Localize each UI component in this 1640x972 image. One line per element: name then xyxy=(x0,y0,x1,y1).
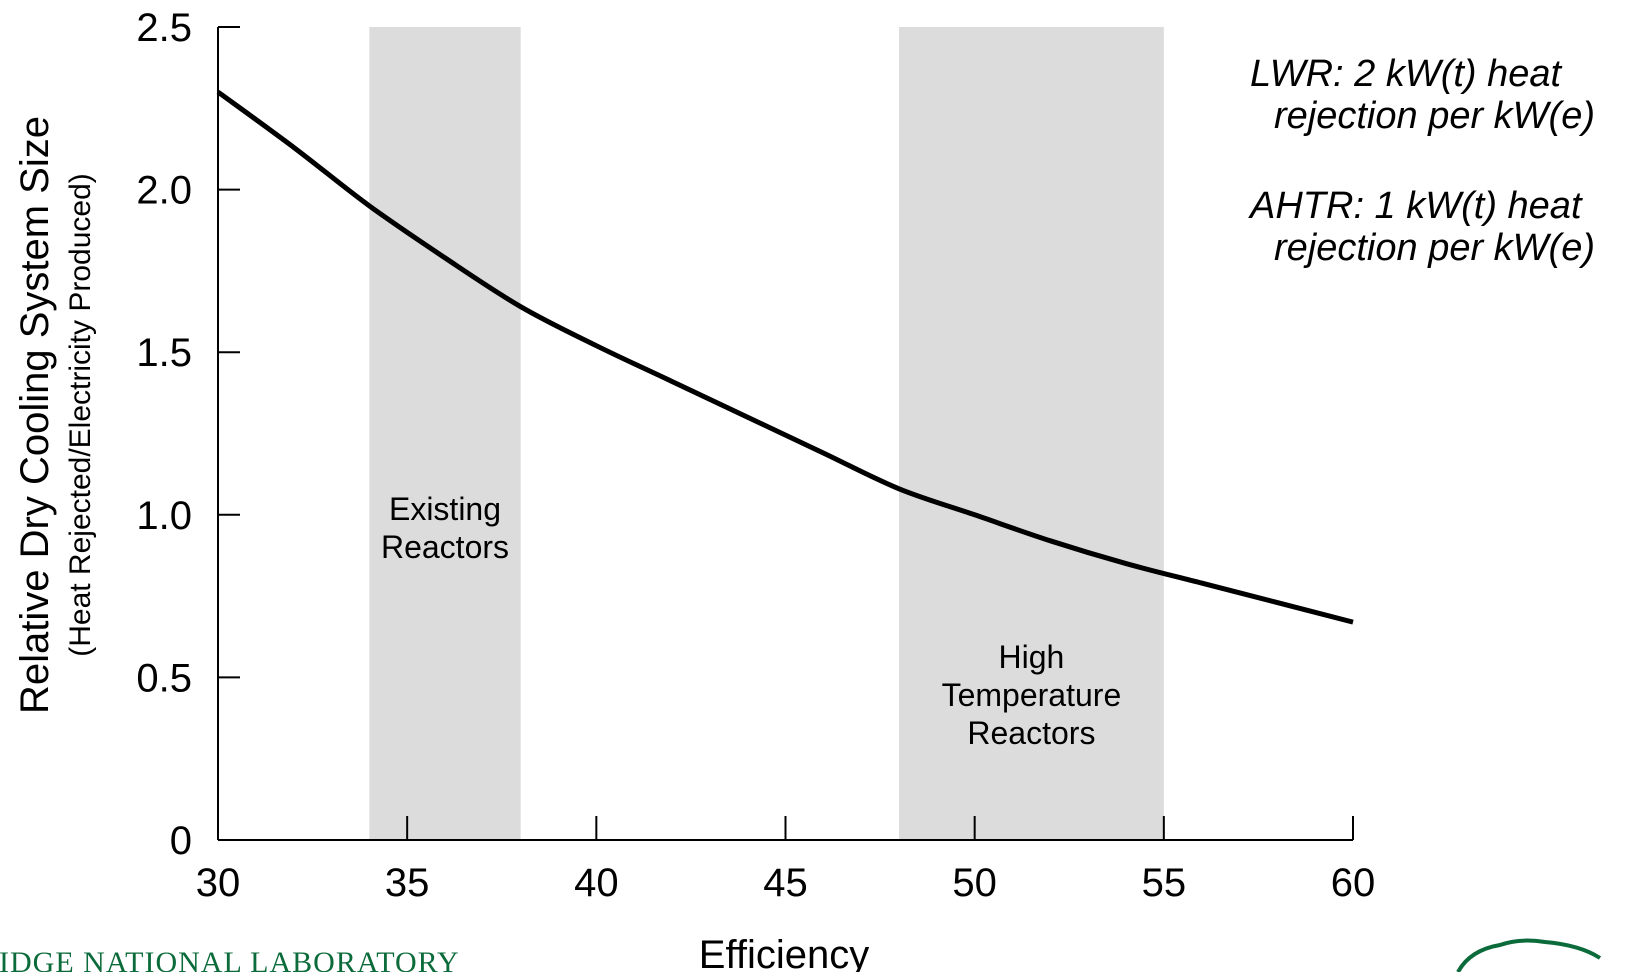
footer: RIDGE NATIONAL LABORATORY xyxy=(0,938,1602,972)
x-tick-label-40: 40 xyxy=(574,861,619,905)
x-tick-label-55: 55 xyxy=(1142,861,1187,905)
region-label-1-line-1: Existing xyxy=(389,491,501,527)
region-label-1-line-2: Reactors xyxy=(381,529,509,565)
shaded-region-1 xyxy=(369,27,521,840)
annotation-2-line-2: rejection per kW(e) xyxy=(1274,227,1595,269)
x-axis-title: Efficiency xyxy=(699,933,869,972)
region-label-2-line-3: Reactors xyxy=(967,715,1095,751)
y-tick-label-0: 0 xyxy=(170,819,192,863)
region-label-2-line-2: Temperature xyxy=(942,677,1122,713)
axes xyxy=(217,26,1354,841)
series-line-1 xyxy=(216,90,1354,625)
series-group xyxy=(216,90,1354,625)
lab-logo xyxy=(1456,938,1602,972)
y-tick-label-1.0: 1.0 xyxy=(136,494,192,538)
shaded-regions xyxy=(369,27,1164,840)
y-axis-subtitle: (Heat Rejected/Electricity Produced) xyxy=(64,173,97,657)
lab-name: RIDGE NATIONAL LABORATORY xyxy=(0,946,460,972)
annotation-1-line-1: LWR: 2 kW(t) heat xyxy=(1250,53,1563,95)
y-tick-label-2.0: 2.0 xyxy=(136,169,192,213)
x-tick-label-45: 45 xyxy=(763,861,808,905)
region-label-2-line-1: High xyxy=(999,639,1065,675)
y-axis-title: Relative Dry Cooling System Size xyxy=(13,116,57,714)
x-tick-label-60: 60 xyxy=(1331,861,1376,905)
shaded-region-2 xyxy=(899,27,1164,840)
axis-titles: Efficiency Relative Dry Cooling System S… xyxy=(13,116,869,972)
tick-labels: 30 35 40 45 50 55 60 0 0.5 1.0 1.5 2.0 2.5 xyxy=(136,6,1375,905)
y-tick-label-0.5: 0.5 xyxy=(136,656,192,700)
y-tick-label-2.5: 2.5 xyxy=(136,6,192,50)
x-tick-label-50: 50 xyxy=(952,861,997,905)
x-tick-label-35: 35 xyxy=(385,861,430,905)
annotation-1-line-2: rejection per kW(e) xyxy=(1274,95,1595,137)
annotation-2-line-1: AHTR: 1 kW(t) heat xyxy=(1248,185,1583,227)
x-tick-label-30: 30 xyxy=(196,861,241,905)
y-tick-label-1.5: 1.5 xyxy=(136,331,192,375)
